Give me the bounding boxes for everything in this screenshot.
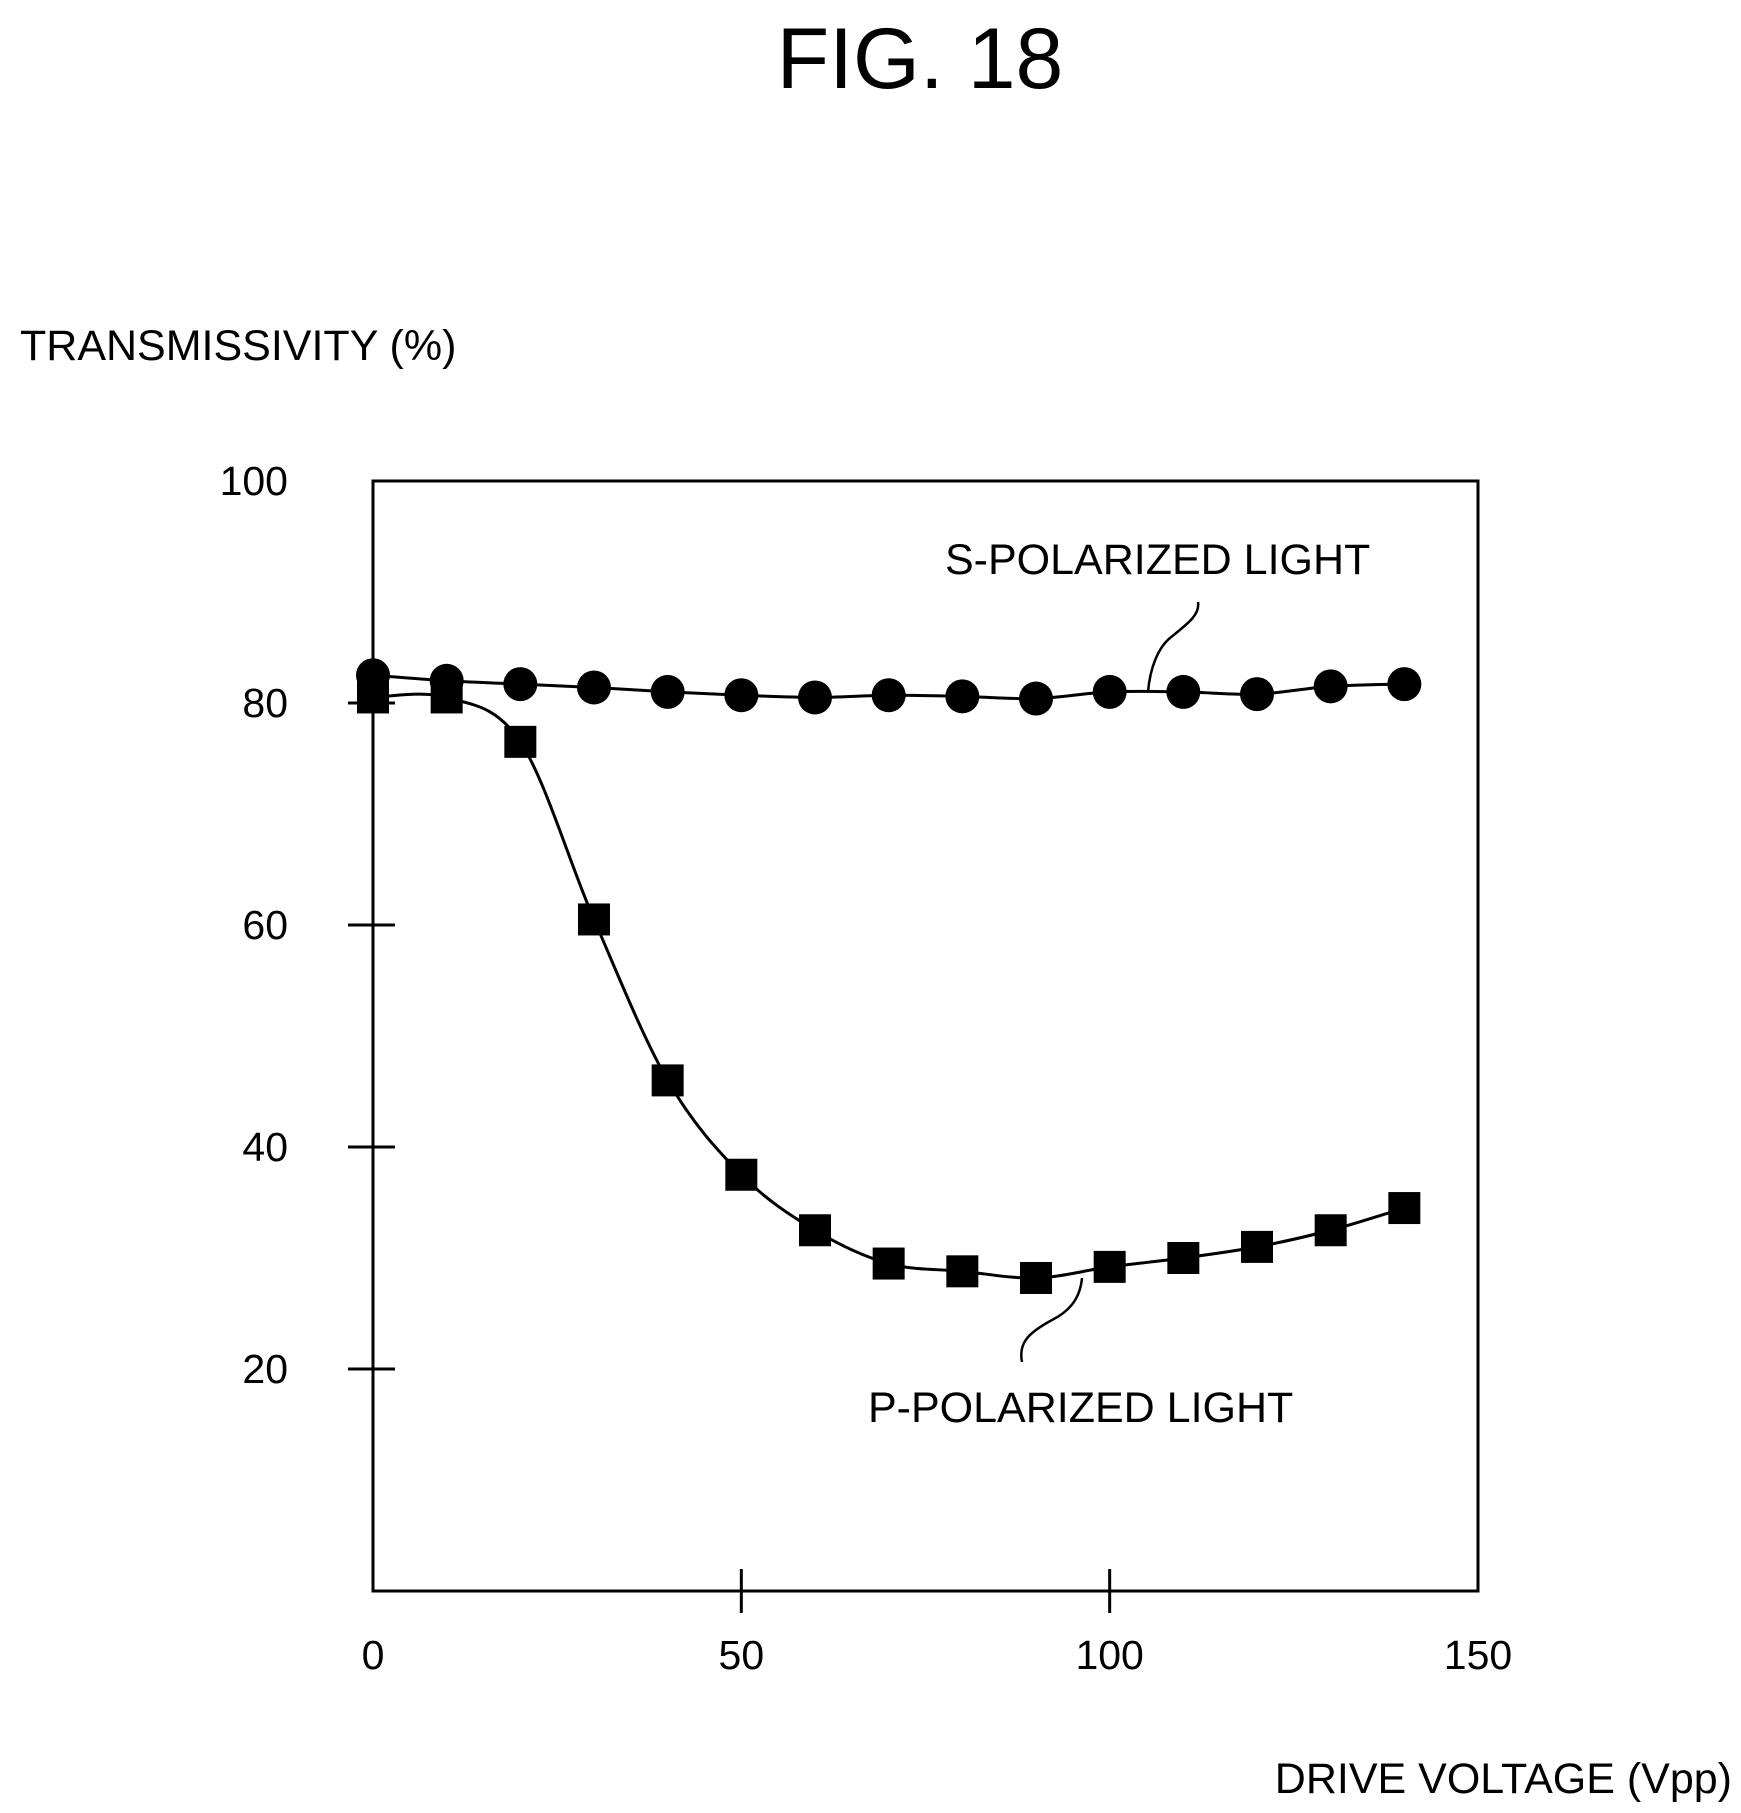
s-polarized-point <box>1166 674 1201 709</box>
p-polarized-point <box>357 681 389 714</box>
s-polarized-point <box>871 678 906 713</box>
x-axis-label: DRIVE VOLTAGE (Vpp) <box>1275 1755 1732 1803</box>
p-polarized-point <box>578 903 610 936</box>
s-polarized-point <box>1240 677 1274 712</box>
p-polarized-point <box>1388 1192 1421 1225</box>
y-tick-label: 20 <box>242 1346 288 1392</box>
p-polarized-point <box>504 725 537 758</box>
p-polarized-point <box>1314 1214 1347 1247</box>
p-polarized-point <box>1093 1250 1126 1283</box>
series-markers <box>356 658 1422 1294</box>
s-polarized-label: S-POLARIZED LIGHT <box>945 536 1370 584</box>
s-polarized-point <box>1019 681 1053 716</box>
axis-ticks: 20 40 60 80 100 0 50 100 150 <box>220 458 1513 1678</box>
s-polarized-point <box>798 680 832 715</box>
p-polarized-point <box>1167 1242 1200 1274</box>
s-polarized-point <box>724 678 759 713</box>
p-polarized-point <box>651 1064 684 1097</box>
p-polarized-point <box>1020 1261 1052 1294</box>
p-polarized-leader-line <box>1019 1277 1084 1363</box>
s-polarized-point <box>650 674 685 709</box>
figure-title: FIG. 18 <box>777 11 1064 107</box>
p-polarized-point <box>1241 1230 1273 1263</box>
x-tick-label: 100 <box>1075 1632 1143 1678</box>
s-polarized-point <box>1387 667 1422 702</box>
plot-frame <box>371 479 1480 1593</box>
y-tick-label: 40 <box>242 1124 288 1170</box>
series-curves <box>372 673 1405 1280</box>
p-polarized-label: P-POLARIZED LIGHT <box>868 1384 1293 1432</box>
x-tick-label: 0 <box>362 1632 385 1678</box>
y-tick-label: 100 <box>220 458 288 504</box>
s-polarized-point <box>577 670 611 705</box>
x-tick-label: 50 <box>719 1632 765 1678</box>
y-axis-label: TRANSMISSIVITY (%) <box>20 322 456 370</box>
s-polarized-point <box>945 679 980 714</box>
series-line-p-polarized <box>372 692 1405 1280</box>
p-polarized-point <box>725 1158 758 1191</box>
s-polarized-point <box>1092 674 1127 709</box>
s-polarized-leader-line <box>1146 601 1200 693</box>
p-polarized-point <box>946 1255 979 1288</box>
s-polarized-point <box>1313 669 1348 704</box>
s-polarized-point <box>503 667 538 702</box>
y-tick-label: 60 <box>242 902 288 948</box>
p-polarized-point <box>872 1247 905 1280</box>
p-polarized-point <box>799 1214 831 1247</box>
y-tick-label: 80 <box>242 680 288 726</box>
p-polarized-point <box>430 681 463 714</box>
x-tick-label: 150 <box>1444 1632 1512 1678</box>
